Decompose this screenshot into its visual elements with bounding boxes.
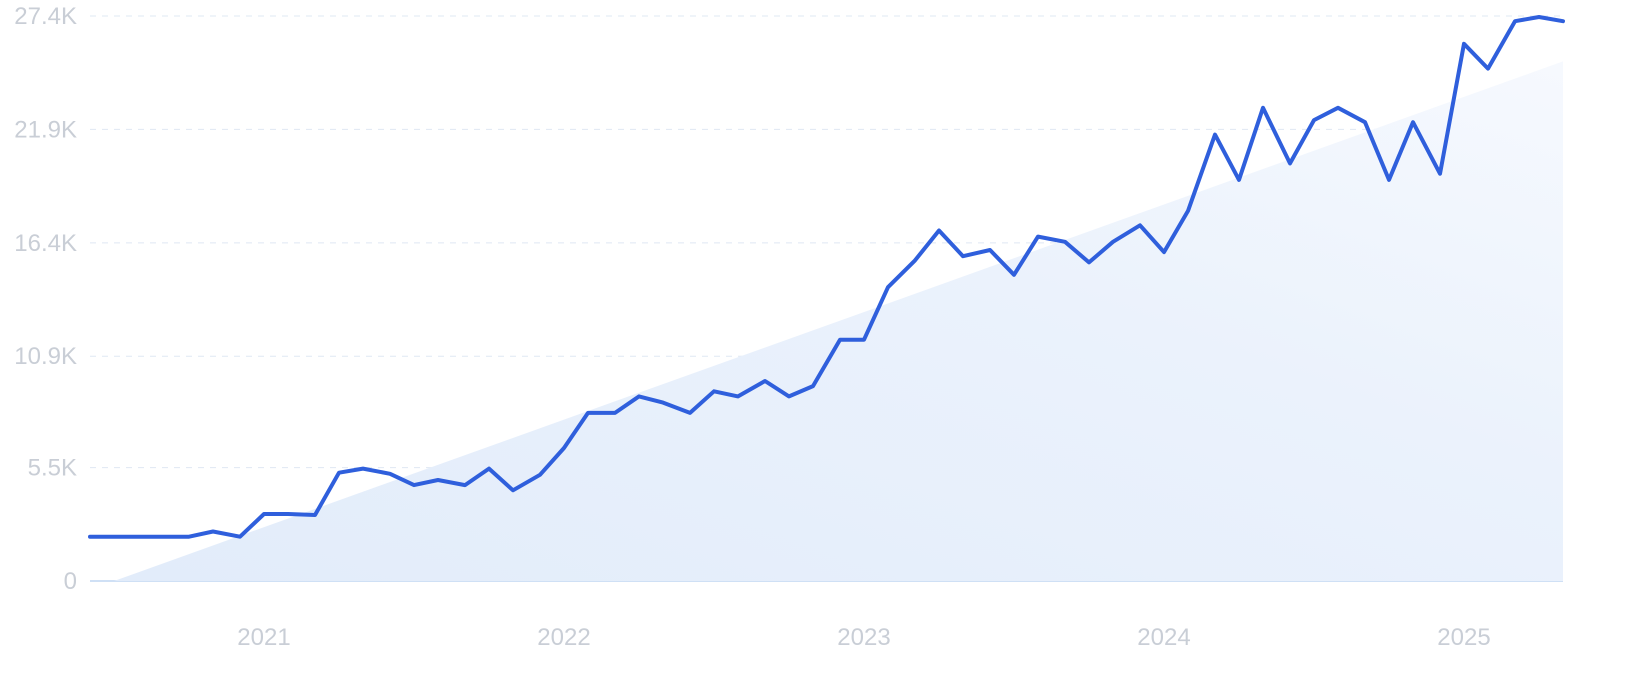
series-line [88,15,1565,539]
x-tick-label: 2023 [837,624,890,651]
x-tick-label: 2024 [1137,624,1190,651]
y-tick-label: 0 [64,568,77,595]
x-tick-label: 2022 [537,624,590,651]
y-tick-label: 27.4K [14,3,77,30]
x-tick-label: 2025 [1437,624,1490,651]
trend-area [114,61,1563,581]
y-axis: 0 5.5K 10.9K 16.4K 21.9K 27.4K [14,3,77,595]
y-tick-label: 10.9K [14,343,77,370]
y-tick-label: 16.4K [14,230,77,257]
x-tick-label: 2021 [237,624,290,651]
trend-area-fill [114,61,1563,581]
y-tick-label: 21.9K [14,116,77,143]
x-axis: 2021 2022 2023 2024 2025 [237,624,1490,651]
series-line-path [88,15,1565,539]
y-tick-label: 5.5K [28,455,77,482]
